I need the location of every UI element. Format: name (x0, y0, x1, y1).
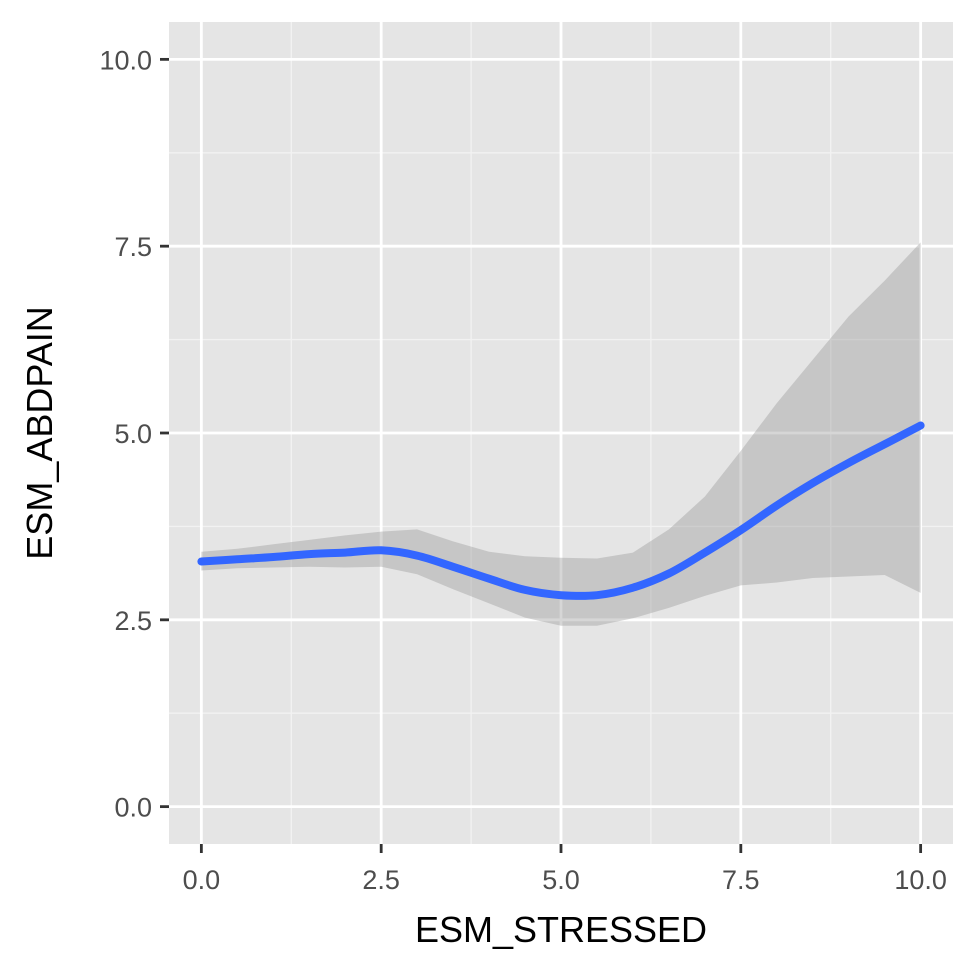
y-axis-title: ESM_ABDPAIN (19, 306, 60, 559)
major-gridlines (169, 22, 953, 844)
y-tick-label: 0.0 (114, 793, 152, 823)
smooth-line-layer (197, 421, 925, 600)
x-axis-title: ESM_STRESSED (415, 909, 707, 950)
x-tick-label: 0.0 (183, 865, 221, 895)
x-axis: 0.0 2.5 5.0 7.5 10.0 (183, 844, 947, 895)
y-tick-label: 7.5 (114, 232, 152, 262)
y-tick-label: 2.5 (114, 606, 152, 636)
y-tick-label: 5.0 (114, 419, 152, 449)
x-tick-label: 7.5 (722, 865, 760, 895)
x-tick-label: 5.0 (542, 865, 580, 895)
x-tick-label: 10.0 (894, 865, 947, 895)
smooth-line (197, 421, 925, 600)
y-axis: 0.0 2.5 5.0 7.5 10.0 (99, 45, 169, 823)
x-tick-label: 2.5 (362, 865, 400, 895)
y-tick-label: 10.0 (99, 45, 152, 75)
